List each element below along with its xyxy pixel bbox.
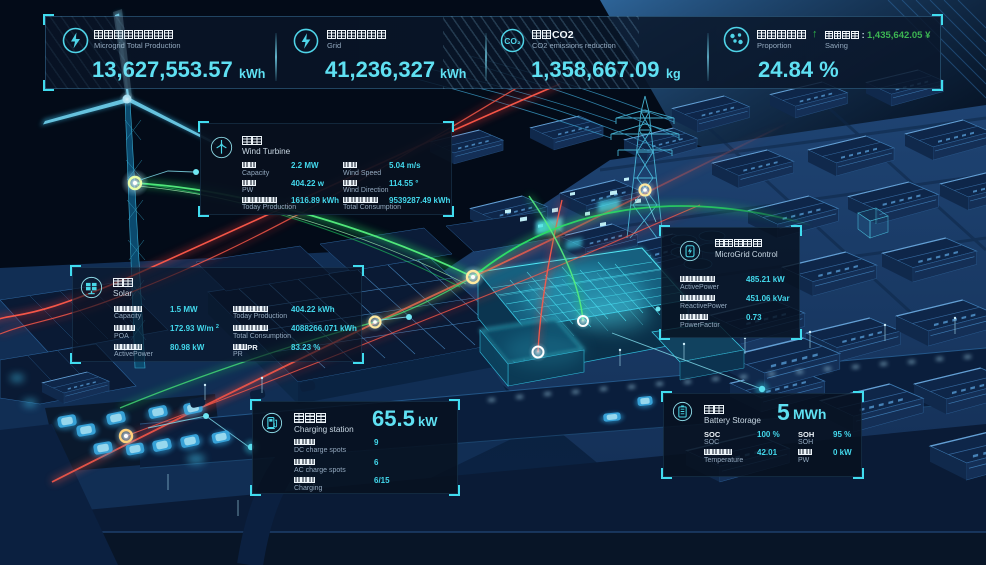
svg-text:CO₂: CO₂: [504, 36, 521, 46]
